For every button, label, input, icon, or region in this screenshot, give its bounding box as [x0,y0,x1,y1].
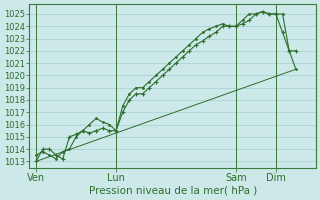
X-axis label: Pression niveau de la mer( hPa ): Pression niveau de la mer( hPa ) [89,186,257,196]
